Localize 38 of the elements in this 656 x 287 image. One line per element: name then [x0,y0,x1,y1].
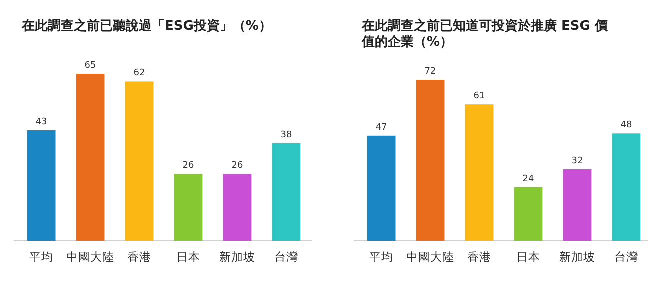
data-label: 48 [620,120,632,131]
x-tick-label: 日本 [176,250,200,264]
bar [76,74,105,241]
x-tick-label: 台灣 [614,250,638,264]
x-tick-label: 台灣 [274,250,298,264]
bar [223,174,252,241]
bar [612,134,641,241]
data-label: 61 [474,92,486,102]
bar [514,187,543,241]
bar [174,174,203,241]
x-tick-label: 平均 [370,250,394,264]
data-label: 72 [424,67,436,77]
data-label: 62 [134,68,146,79]
x-tick-label: 中國大陸 [66,250,115,264]
data-label: 65 [84,61,96,71]
data-label: 26 [232,161,244,172]
data-label: 26 [182,161,194,172]
chart-title: 在此調查之前已聽說過「ESG投資」（%） [21,18,272,34]
x-tick-label: 平均 [30,250,54,264]
x-tick-label: 日本 [516,250,540,264]
bar [125,82,154,241]
bar [563,169,592,241]
data-label: 38 [280,130,292,140]
data-label: 47 [376,122,388,133]
bar [27,130,56,241]
bar [465,104,494,241]
bar [272,143,301,241]
bar [416,80,445,241]
x-tick-label: 香港 [468,250,492,264]
data-label: 43 [36,118,48,128]
x-tick-label: 中國大陸 [406,250,455,264]
x-tick-label: 新加坡 [559,250,596,264]
data-label: 32 [572,156,584,166]
x-tick-label: 新加坡 [219,250,256,264]
data-label: 24 [522,174,534,184]
bar [367,136,396,241]
x-tick-label: 香港 [128,250,152,264]
chart-title: 在此調查之前已知道可投資於推廣 ESG 價值的企業（%） [361,18,609,50]
